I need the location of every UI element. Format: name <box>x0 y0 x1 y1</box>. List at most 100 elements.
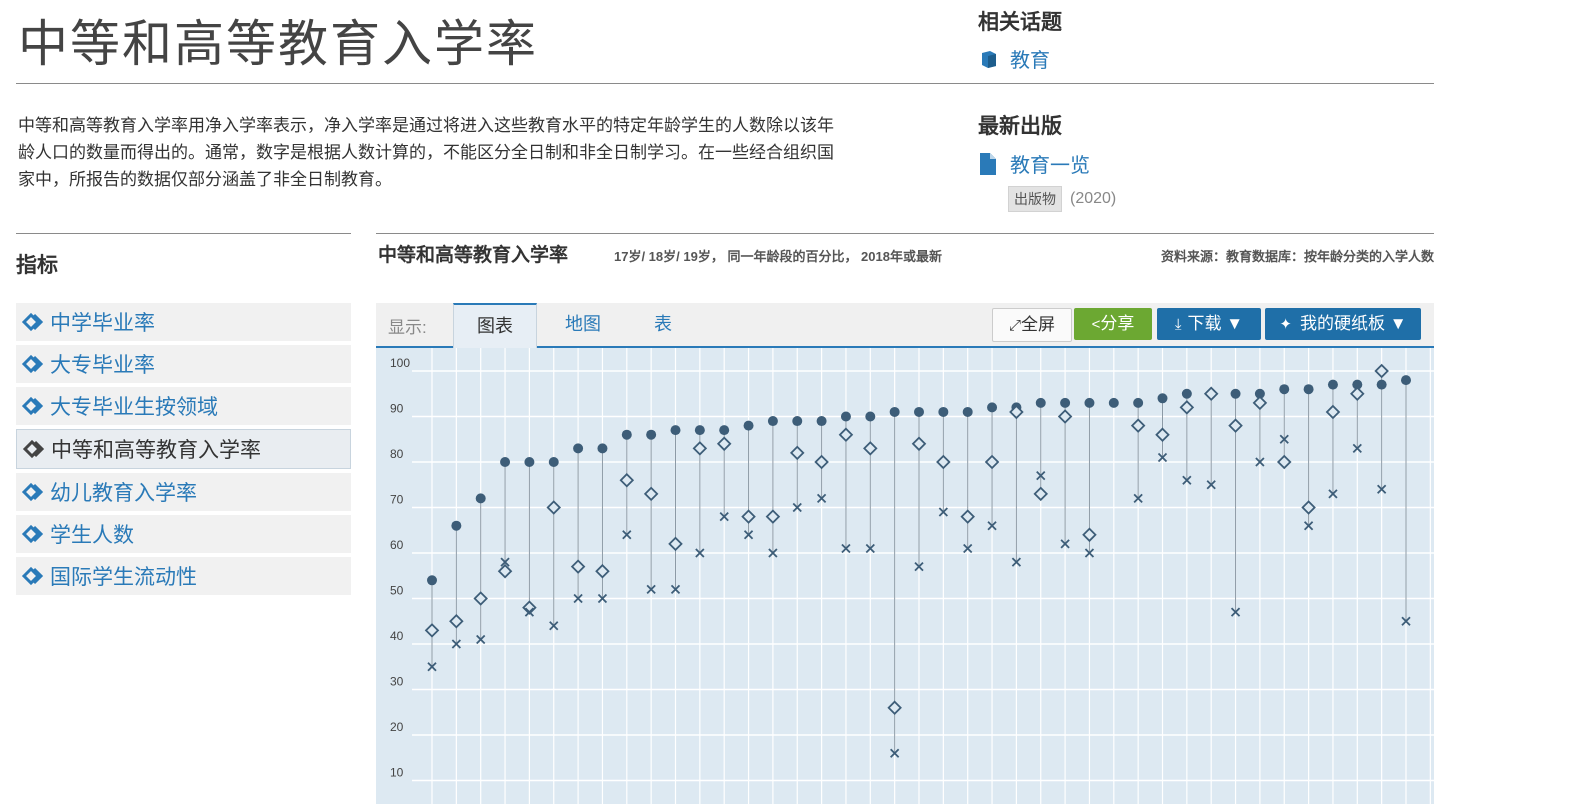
point-19 <box>987 521 997 531</box>
point-17 <box>1254 388 1265 399</box>
point-19 <box>622 530 632 540</box>
indicator-item[interactable]: 学生人数 <box>16 515 351 553</box>
tab-chart[interactable]: 图表 <box>453 303 537 349</box>
document-icon <box>980 152 996 175</box>
point-19 <box>549 621 559 631</box>
point-17 <box>500 457 511 467</box>
point-17 <box>1157 393 1168 404</box>
fullscreen-label: 全屏 <box>1021 315 1055 334</box>
indicator-item[interactable]: 国际学生流动性 <box>16 557 351 595</box>
download-label: 下载 ▼ <box>1187 314 1244 333</box>
point-17 <box>621 429 632 440</box>
point-18 <box>1033 486 1049 502</box>
page-description: 中等和高等教育入学率用净入学率表示，净入学率是通过将进入这些教育水平的特定年龄学… <box>18 116 834 189</box>
point-18 <box>546 500 562 515</box>
indicator-label: 大专毕业生按领域 <box>50 396 218 419</box>
point-19 <box>1157 452 1168 463</box>
download-button[interactable]: ⤓ 下载 ▼ <box>1157 308 1261 340</box>
tab-table[interactable]: 表 <box>654 314 672 334</box>
book-icon <box>982 50 996 68</box>
point-18 <box>1325 404 1341 420</box>
indicator-label: 中等和高等教育入学率 <box>51 439 261 462</box>
point-18 <box>1203 386 1219 402</box>
point-18 <box>936 454 951 470</box>
double-chevron-icon <box>23 439 45 459</box>
point-17 <box>524 457 535 467</box>
indicators-heading: 指标 <box>16 254 58 277</box>
point-18 <box>1155 427 1170 442</box>
double-chevron-icon <box>22 354 44 374</box>
share-button[interactable]: <分享 <box>1074 308 1152 340</box>
enrolment-chart: 10 20 30 40 50 60 70 80 90 100 <box>376 348 1434 804</box>
point-19 <box>1182 475 1192 485</box>
point-18 <box>814 454 829 470</box>
latest-heading: 最新出版 <box>978 115 1062 138</box>
point-19 <box>1011 557 1022 567</box>
indicator-item[interactable]: 大专毕业生按领域 <box>16 387 351 425</box>
point-17 <box>1401 375 1411 386</box>
point-17 <box>1181 388 1192 399</box>
point-19 <box>524 607 535 617</box>
indicator-item[interactable]: 中学毕业率 <box>16 303 351 341</box>
y-tick-label: 40 <box>390 629 404 643</box>
latest-publication: 最新出版 教育一览 出版物 (2020) <box>978 110 1434 212</box>
point-18 <box>1009 404 1024 420</box>
point-17 <box>451 520 462 531</box>
point-17 <box>938 406 949 417</box>
point-19 <box>1133 493 1143 504</box>
point-17 <box>914 406 924 417</box>
point-19 <box>1230 607 1241 617</box>
point-19 <box>1328 489 1338 499</box>
share-icon: < <box>1091 316 1101 333</box>
point-18 <box>643 486 659 502</box>
point-19 <box>1206 480 1216 490</box>
y-tick-label: 50 <box>390 584 404 598</box>
download-icon: ⤓ <box>1174 316 1182 333</box>
point-19 <box>695 548 705 558</box>
point-17 <box>548 457 559 467</box>
point-18 <box>1082 527 1097 543</box>
point-18 <box>570 559 586 574</box>
point-19 <box>1352 443 1362 453</box>
point-17 <box>475 493 486 504</box>
publication-badge: 出版物 <box>1008 186 1062 212</box>
indicators-divider <box>16 233 351 234</box>
fullscreen-button[interactable]: ⤢全屏 <box>992 308 1072 342</box>
related-topic-link[interactable]: 教育 <box>978 44 1062 73</box>
chart-title: 中等和高等教育入学率 <box>378 245 569 266</box>
pin-icon: ✦ <box>1279 316 1292 333</box>
point-19 <box>597 593 608 604</box>
double-chevron-icon <box>22 396 44 416</box>
point-17 <box>792 416 803 427</box>
point-19 <box>768 548 778 558</box>
indicator-label: 国际学生流动性 <box>50 566 197 589</box>
double-chevron-icon <box>22 482 44 502</box>
tab-map[interactable]: 地图 <box>565 314 601 334</box>
indicator-list: 中学毕业率 大专毕业率 大专毕业生按领域 中等和高等教育入学率 幼儿教育入学率 … <box>16 303 351 599</box>
point-19 <box>1255 457 1265 467</box>
expand-icon: ⤢ <box>1008 317 1021 334</box>
point-17 <box>1060 397 1071 408</box>
y-tick-label: 60 <box>390 538 404 552</box>
indicator-item-active[interactable]: 中等和高等教育入学率 <box>16 429 351 469</box>
point-19 <box>476 634 486 645</box>
publication-link[interactable]: 教育一览 <box>978 149 1434 178</box>
point-17 <box>816 416 827 427</box>
indicator-item[interactable]: 幼儿教育入学率 <box>16 473 351 511</box>
point-19 <box>1377 484 1387 494</box>
point-17 <box>1352 379 1363 390</box>
y-tick-label: 70 <box>390 493 404 507</box>
point-19 <box>1401 616 1411 626</box>
point-17 <box>1279 384 1290 395</box>
dashboard-button[interactable]: ✦ 我的硬纸板 ▼ <box>1265 308 1421 340</box>
indicator-item[interactable]: 大专毕业率 <box>16 345 351 383</box>
point-19 <box>646 584 656 595</box>
point-17 <box>573 443 584 454</box>
page-title: 中等和高等教育入学率 <box>18 16 538 72</box>
point-19 <box>427 662 437 672</box>
point-18 <box>1301 500 1316 515</box>
point-19 <box>1036 471 1046 481</box>
point-17 <box>1327 379 1338 390</box>
point-19 <box>865 543 875 554</box>
point-18 <box>692 441 708 456</box>
